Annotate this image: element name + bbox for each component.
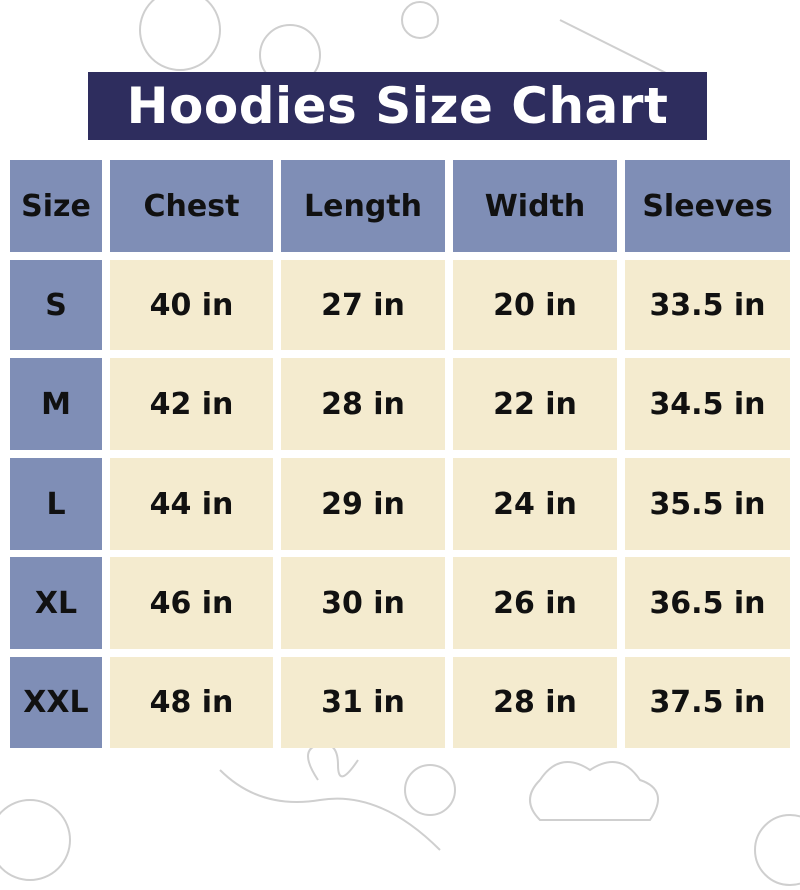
table-cell: 26 in (453, 557, 617, 649)
heart-doodle (307, 743, 359, 781)
yarn-ball-doodle (139, 0, 221, 71)
table-cell: 40 in (110, 260, 273, 350)
table-cell: 28 in (453, 657, 617, 748)
table-cell: 20 in (453, 260, 617, 350)
column-header-size: Size (10, 160, 102, 252)
table-cell: 27 in (281, 260, 445, 350)
table-cell: 22 in (453, 358, 617, 450)
table-cell: 31 in (281, 657, 445, 748)
row-header-size: M (10, 358, 102, 450)
table-cell: 42 in (110, 358, 273, 450)
table-cell: 35.5 in (625, 458, 790, 550)
table-cell: 30 in (281, 557, 445, 649)
table-cell: 29 in (281, 458, 445, 550)
table-cell: 28 in (281, 358, 445, 450)
column-header-chest: Chest (110, 160, 273, 252)
button-doodle (401, 1, 439, 39)
column-header-width: Width (453, 160, 617, 252)
table-cell: 34.5 in (625, 358, 790, 450)
table-cell: 36.5 in (625, 557, 790, 649)
table-cell: 44 in (110, 458, 273, 550)
row-header-size: S (10, 260, 102, 350)
table-cell: 46 in (110, 557, 273, 649)
table-cell: 37.5 in (625, 657, 790, 748)
table-cell: 33.5 in (625, 260, 790, 350)
page-title: Hoodies Size Chart (88, 72, 707, 140)
pin-doodle (559, 19, 681, 81)
yarn-ball-doodle (0, 799, 71, 881)
column-header-length: Length (281, 160, 445, 252)
yarn-line-doodle (219, 769, 441, 851)
button-doodle (404, 764, 456, 816)
table-cell: 24 in (453, 458, 617, 550)
row-header-size: L (10, 458, 102, 550)
yarn-ball-doodle (754, 814, 800, 886)
sheep-doodle (529, 761, 659, 821)
row-header-size: XL (10, 557, 102, 649)
column-header-sleeves: Sleeves (625, 160, 790, 252)
table-cell: 48 in (110, 657, 273, 748)
row-header-size: XXL (10, 657, 102, 748)
